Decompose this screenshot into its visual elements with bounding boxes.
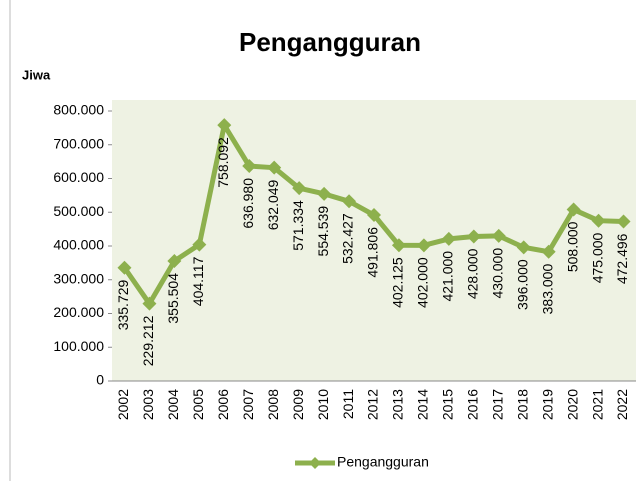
data-label: 472.496 bbox=[614, 233, 630, 284]
data-label: 335.729 bbox=[115, 279, 131, 330]
marker bbox=[416, 238, 431, 253]
marker bbox=[267, 160, 282, 175]
y-tick-label: 600.000 bbox=[53, 169, 104, 185]
marker bbox=[217, 118, 232, 133]
y-tick-label: 800.000 bbox=[53, 102, 104, 118]
data-label: 404.117 bbox=[190, 256, 206, 306]
x-tick-label: 2021 bbox=[589, 389, 605, 420]
chart-title: Pengangguran bbox=[239, 27, 421, 57]
data-label: 421.000 bbox=[440, 251, 456, 302]
x-tick-label: 2010 bbox=[315, 389, 331, 420]
data-label: 430.000 bbox=[489, 248, 505, 299]
y-tick-label: 400.000 bbox=[53, 237, 104, 253]
x-tick-label: 2020 bbox=[564, 389, 580, 420]
marker bbox=[541, 244, 556, 259]
marker bbox=[192, 237, 207, 252]
marker bbox=[242, 159, 257, 174]
data-label: 571.334 bbox=[290, 200, 306, 251]
legend-marker bbox=[309, 457, 321, 469]
x-tick-label: 2011 bbox=[340, 389, 356, 419]
data-label: 396.000 bbox=[514, 259, 530, 310]
x-tick-label: 2019 bbox=[539, 389, 555, 420]
data-label: 508.000 bbox=[564, 221, 580, 272]
marker bbox=[616, 214, 631, 229]
data-label: 355.504 bbox=[165, 273, 181, 324]
x-tick-label: 2012 bbox=[365, 389, 381, 420]
x-tick-label: 2006 bbox=[215, 389, 231, 420]
marker bbox=[142, 296, 157, 311]
marker bbox=[441, 231, 456, 246]
y-tick-label: 500.000 bbox=[53, 203, 104, 219]
x-tick-label: 2015 bbox=[440, 389, 456, 420]
marker bbox=[342, 194, 357, 209]
data-label: 475.000 bbox=[589, 232, 605, 283]
x-tick-label: 2009 bbox=[290, 389, 306, 420]
legend-label: Pengangguran bbox=[337, 454, 429, 470]
marker bbox=[516, 240, 531, 255]
x-tick-label: 2017 bbox=[489, 389, 505, 420]
marker bbox=[466, 229, 481, 244]
x-tick-label: 2003 bbox=[140, 389, 156, 420]
marker bbox=[591, 213, 606, 228]
x-tick-label: 2005 bbox=[190, 389, 206, 420]
x-tick-label: 2018 bbox=[514, 389, 530, 420]
data-label: 402.000 bbox=[415, 257, 431, 308]
y-tick-label: 200.000 bbox=[53, 304, 104, 320]
data-label: 758.092 bbox=[215, 137, 231, 188]
marker bbox=[566, 202, 581, 217]
marker bbox=[367, 208, 381, 223]
data-label: 632.049 bbox=[265, 179, 281, 230]
y-tick-label: 0 bbox=[96, 372, 104, 388]
x-tick-label: 2013 bbox=[390, 389, 406, 420]
data-label: 636.980 bbox=[240, 178, 256, 229]
y-axis-label: Jiwa bbox=[22, 67, 51, 82]
x-tick-label: 2016 bbox=[465, 389, 481, 420]
marker bbox=[117, 260, 132, 275]
x-tick-label: 2004 bbox=[165, 389, 181, 420]
data-label: 428.000 bbox=[465, 248, 481, 299]
marker bbox=[167, 254, 182, 269]
x-tick-label: 2008 bbox=[265, 389, 281, 420]
data-label: 491.806 bbox=[365, 227, 381, 278]
marker bbox=[292, 181, 307, 196]
data-label: 383.000 bbox=[539, 264, 555, 315]
data-label: 532.427 bbox=[340, 213, 356, 264]
data-label: 402.125 bbox=[390, 257, 406, 308]
x-tick-label: 2002 bbox=[115, 389, 131, 420]
marker bbox=[491, 228, 506, 243]
marker bbox=[317, 186, 332, 201]
y-tick-label: 100.000 bbox=[53, 338, 104, 354]
data-label: 229.212 bbox=[140, 315, 156, 366]
marker bbox=[391, 238, 406, 253]
y-tick-label: 700.000 bbox=[53, 135, 104, 151]
y-tick-label: 300.000 bbox=[53, 270, 104, 286]
data-label: 554.539 bbox=[315, 206, 331, 257]
x-tick-label: 2007 bbox=[240, 389, 256, 420]
x-tick-label: 2022 bbox=[614, 389, 630, 420]
x-tick-label: 2014 bbox=[415, 389, 431, 420]
